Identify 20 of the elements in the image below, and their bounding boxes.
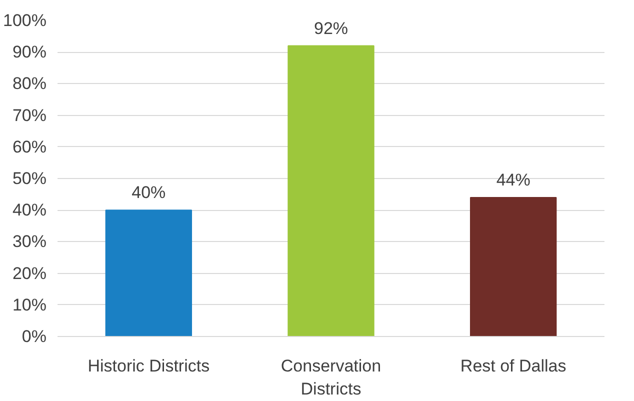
y-tick-label: 70% (12, 106, 47, 125)
data-label: 40% (132, 183, 166, 202)
y-tick-label: 30% (12, 232, 47, 252)
y-tick-label: 50% (12, 169, 47, 188)
y-tick-label: 100% (3, 11, 47, 30)
y-tick-label: 0% (22, 327, 47, 346)
y-tick-label: 20% (12, 264, 47, 283)
y-tick-label: 80% (12, 74, 47, 94)
y-tick-label: 40% (12, 200, 47, 220)
y-tick-label: 90% (12, 42, 47, 62)
bar (470, 196, 557, 336)
bar (288, 45, 374, 336)
x-tick-label: Historic Districts (88, 356, 210, 376)
x-tick-label: Conservation Districts (280, 356, 382, 398)
data-label: 92% (314, 18, 348, 38)
data-label: 44% (496, 170, 530, 190)
y-tick-label: 10% (12, 295, 47, 314)
bar (105, 210, 192, 336)
y-tick-label: 60% (12, 137, 47, 156)
x-tick-label: Rest of Dallas (460, 356, 566, 376)
